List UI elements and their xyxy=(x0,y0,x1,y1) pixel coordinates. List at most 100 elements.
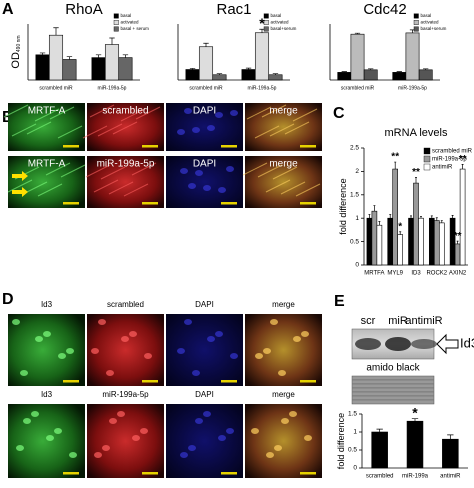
nucleus xyxy=(203,185,211,191)
error-bar xyxy=(430,215,433,219)
scale-bar xyxy=(142,145,158,148)
x-tick-label: scrambled miR xyxy=(39,85,73,91)
loading-band xyxy=(352,379,434,381)
scale-bar xyxy=(142,380,158,383)
fiber xyxy=(135,106,161,120)
legend-label: activated xyxy=(421,20,440,25)
nucleus xyxy=(132,435,140,441)
error-bar xyxy=(245,67,252,70)
loading-band xyxy=(352,395,434,397)
error-bar xyxy=(435,217,438,221)
nucleus xyxy=(188,183,196,189)
nucleus xyxy=(263,348,271,354)
chart-title: Rac1 xyxy=(216,1,251,18)
nucleus xyxy=(215,331,223,337)
bar xyxy=(62,59,77,81)
legend-swatch xyxy=(113,20,119,25)
x-tick-label: AXIN2 xyxy=(449,271,467,277)
legend-swatch xyxy=(113,13,119,19)
bar xyxy=(442,438,459,469)
y-tick-label: 1.5 xyxy=(350,192,359,199)
legend-label: basal xyxy=(421,13,432,18)
nucleus xyxy=(184,108,192,114)
nucleus xyxy=(281,418,289,424)
bar xyxy=(418,69,433,81)
error-bar xyxy=(341,71,347,73)
scale-bar xyxy=(142,202,158,205)
error-bar xyxy=(411,418,419,422)
legend-label: activated xyxy=(121,20,140,25)
legend-swatch xyxy=(413,26,419,32)
micrograph xyxy=(245,404,322,478)
fiber xyxy=(37,183,63,197)
legend-label: basal+serum xyxy=(271,26,297,31)
bar xyxy=(418,217,424,266)
bar xyxy=(337,72,352,81)
nucleus xyxy=(192,370,200,376)
micrograph-label: miR-199a-5p xyxy=(97,159,155,170)
nucleus xyxy=(230,353,238,359)
nucleus xyxy=(129,331,137,337)
bar xyxy=(371,210,378,266)
nucleus xyxy=(301,331,309,337)
nucleus xyxy=(207,125,215,131)
fiber xyxy=(284,121,310,135)
nucleus xyxy=(226,428,234,434)
y-tick-label: 2 xyxy=(355,168,359,175)
y-tick-label: 0 xyxy=(353,465,357,472)
y-axis-label-main: fold difference xyxy=(336,413,346,469)
error-bar xyxy=(447,434,454,440)
target-label: Id3 xyxy=(460,335,474,350)
bar xyxy=(48,34,64,81)
bar xyxy=(185,69,200,81)
y-axis-label: OD490 nm xyxy=(10,35,22,68)
micrograph-label: merge xyxy=(272,300,295,309)
nucleus xyxy=(289,411,297,417)
loading-band xyxy=(352,387,434,389)
nucleus xyxy=(31,411,39,417)
error-bar xyxy=(410,215,413,219)
nucleus xyxy=(266,452,274,458)
error-bar xyxy=(451,215,454,219)
micrograph-label: Id3 xyxy=(41,300,53,309)
panel-letter: B xyxy=(2,109,14,126)
bar xyxy=(254,32,270,81)
fiber xyxy=(26,121,52,135)
legend-label: basal + serum xyxy=(121,26,150,31)
fiber xyxy=(246,106,272,120)
blot-band xyxy=(355,338,381,350)
fiber xyxy=(257,164,283,178)
bar xyxy=(268,74,283,81)
x-tick-label: miR-199a-5p xyxy=(398,85,427,91)
micrograph-label: DAPI xyxy=(195,390,214,399)
nucleus xyxy=(35,336,43,342)
annotation: ** xyxy=(454,231,462,242)
scale-bar xyxy=(221,145,237,148)
micrograph-label: merge xyxy=(269,159,298,170)
nucleus xyxy=(226,166,234,172)
y-tick-label: 0.5 xyxy=(350,238,359,245)
bar xyxy=(371,431,388,469)
scale-bar xyxy=(221,202,237,205)
legend-label: activated xyxy=(271,20,290,25)
bar xyxy=(397,234,403,266)
nucleus xyxy=(16,445,24,451)
micrograph-label: merge xyxy=(269,106,298,117)
fiber xyxy=(49,106,75,120)
legend-swatch xyxy=(413,13,419,19)
y-axis-label-main: OD xyxy=(10,52,22,69)
legend-swatch xyxy=(423,147,431,155)
bar xyxy=(406,420,424,469)
nucleus xyxy=(69,452,77,458)
fiber xyxy=(100,166,126,180)
nucleus xyxy=(180,452,188,458)
micrograph-label: DAPI xyxy=(193,159,216,170)
error-bar xyxy=(259,28,265,33)
error-bar xyxy=(66,56,73,60)
nucleus xyxy=(218,187,226,193)
micrograph xyxy=(87,156,164,208)
legend-label: scrambled miR xyxy=(432,149,473,155)
fiber xyxy=(97,123,123,137)
micrograph-label: MRTF-A xyxy=(28,159,66,170)
legend-swatch xyxy=(263,20,269,25)
